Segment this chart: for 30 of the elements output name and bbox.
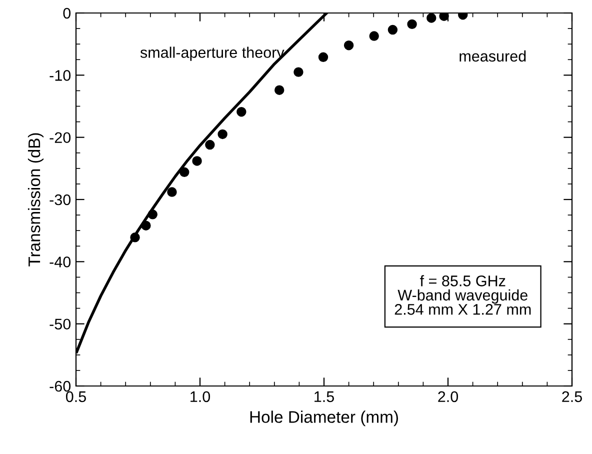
annotation: f = 85.5 GHz W-band waveguide 2.54 mm X 1.27 mm	[394, 275, 531, 315]
y-axis-title: Transmission (dB)	[28, 133, 44, 266]
point	[274, 85, 284, 95]
y-tick-label: -60	[50, 380, 71, 392]
point	[344, 40, 354, 50]
point	[218, 129, 228, 140]
point	[439, 13, 449, 21]
point	[167, 187, 177, 197]
point	[426, 13, 436, 23]
point	[369, 31, 379, 41]
x-tick-label: 2.5	[562, 391, 582, 402]
x-tick-label: 1.0	[190, 391, 210, 402]
y-tick-label: -10	[50, 70, 71, 81]
point	[294, 67, 304, 77]
y-tick-label: 0	[63, 8, 71, 19]
point	[236, 106, 246, 117]
point	[192, 156, 202, 166]
point	[388, 24, 398, 35]
y-tick-label: -40	[50, 256, 71, 268]
y-tick-label: -50	[50, 318, 71, 330]
x-tick-label: 1.5	[314, 391, 334, 402]
y-tick-label: -20	[50, 132, 71, 144]
point	[407, 19, 417, 30]
text: measured	[460, 50, 526, 62]
point	[318, 52, 328, 62]
point	[205, 140, 215, 150]
x-axis-title: Hole Diameter (mm)	[250, 410, 398, 426]
y-tick-label: -30	[50, 194, 71, 206]
x-tick-label: 0.5	[66, 391, 86, 402]
x-tick-label: 2.0	[438, 391, 458, 402]
